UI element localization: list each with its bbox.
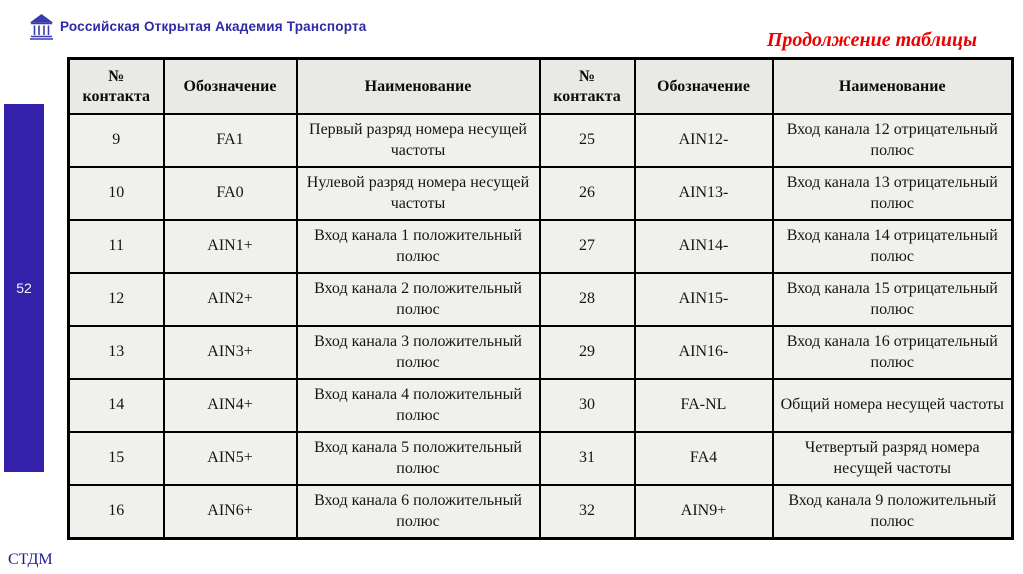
description-cell: Вход канала 4 положительный полюс <box>295 378 541 433</box>
footer-label: СТДМ <box>8 551 53 568</box>
description-cell: Вход канала 15 отрицательный полюс <box>771 272 1014 327</box>
description-cell: Вход канала 1 положительный полюс <box>295 219 541 274</box>
header-description-left: Наименование <box>295 57 541 115</box>
description-cell: Вход канала 3 положительный полюс <box>295 325 541 380</box>
contact-number-cell: 30 <box>538 378 636 433</box>
table-row: 15 AIN5+ Вход канала 5 положительный полюс… <box>67 431 1014 486</box>
table-row: 9 FA1 Первый разряд номера несущей частоты… <box>67 113 1014 168</box>
contact-number-cell: 14 <box>67 378 165 433</box>
pin-table-body: 9 FA1 Первый разряд номера несущей частоты… <box>67 113 1014 540</box>
contact-number-cell: 29 <box>538 325 636 380</box>
contact-number-cell: 32 <box>538 484 636 540</box>
contact-number-cell: 10 <box>67 166 165 221</box>
table-header: № контакта Обозначение Наименование № ко… <box>67 57 1014 115</box>
table-continuation-label: Продолжение таблицы <box>766 29 977 51</box>
designation-cell: AIN1+ <box>162 219 298 274</box>
designation-cell: FA0 <box>162 166 298 221</box>
description-cell: Вход канала 12 отрицательный полюс <box>771 113 1014 168</box>
description-cell: Вход канала 2 положительный полюс <box>295 272 541 327</box>
contact-number-cell: 12 <box>67 272 165 327</box>
designation-cell: AIN5+ <box>162 431 298 486</box>
contact-number-cell: 16 <box>67 484 165 540</box>
description-cell: Вход канала 13 отрицательный полюс <box>771 166 1014 221</box>
description-cell: Вход канала 9 положительный полюс <box>771 484 1014 540</box>
table-row: 12 AIN2+ Вход канала 2 положительный полюс… <box>67 272 1014 327</box>
table-row: 11 AIN1+ Вход канала 1 положительный полюс… <box>67 219 1014 274</box>
contact-number-cell: 27 <box>538 219 636 274</box>
contact-number-cell: 25 <box>538 113 636 168</box>
description-cell: Первый разряд номера несущей частоты <box>295 113 541 168</box>
designation-cell: FA4 <box>633 431 774 486</box>
logo-text: Российская Открытая Академия Транспорта <box>60 19 367 34</box>
header-contact-number-right: № контакта <box>538 57 636 115</box>
description-cell: Вход канала 6 положительный полюс <box>295 484 541 540</box>
designation-cell: AIN14- <box>633 219 774 274</box>
connector-pin-table: № контакта Обозначение Наименование № ко… <box>67 57 1014 540</box>
page-number: 52 <box>16 280 32 296</box>
description-cell: Нулевой разряд номера несущей частоты <box>295 166 541 221</box>
contact-number-cell: 11 <box>67 219 165 274</box>
designation-cell: AIN4+ <box>162 378 298 433</box>
header-description-right: Наименование <box>771 57 1014 115</box>
table-row: 16 AIN6+ Вход канала 6 положительный полюс… <box>67 484 1014 540</box>
contact-number-cell: 9 <box>67 113 165 168</box>
contact-number-cell: 13 <box>67 325 165 380</box>
header-contact-number-left: № контакта <box>67 57 165 115</box>
page-number-bar: 52 <box>4 104 44 472</box>
designation-cell: AIN6+ <box>162 484 298 540</box>
table-row: 10 FA0 Нулевой разряд номера несущей часто… <box>67 166 1014 221</box>
contact-number-cell: 31 <box>538 431 636 486</box>
academy-logo: Российская Открытая Академия Транспорта <box>30 13 367 40</box>
designation-cell: FA1 <box>162 113 298 168</box>
designation-cell: AIN2+ <box>162 272 298 327</box>
designation-cell: AIN13- <box>633 166 774 221</box>
designation-cell: AIN12- <box>633 113 774 168</box>
designation-cell: FA-NL <box>633 378 774 433</box>
designation-cell: AIN3+ <box>162 325 298 380</box>
designation-cell: AIN16- <box>633 325 774 380</box>
description-cell: Вход канала 5 положительный полюс <box>295 431 541 486</box>
header-designation-left: Обозначение <box>162 57 298 115</box>
table-row: 14 AIN4+ Вход канала 4 положительный полюс… <box>67 378 1014 433</box>
header-designation-right: Обозначение <box>633 57 774 115</box>
contact-number-cell: 26 <box>538 166 636 221</box>
designation-cell: AIN9+ <box>633 484 774 540</box>
contact-number-cell: 15 <box>67 431 165 486</box>
description-cell: Вход канала 16 отрицательный полюс <box>771 325 1014 380</box>
contact-number-cell: 28 <box>538 272 636 327</box>
academy-building-icon <box>30 14 53 40</box>
table-row: 13 AIN3+ Вход канала 3 положительный полюс… <box>67 325 1014 380</box>
designation-cell: AIN15- <box>633 272 774 327</box>
description-cell: Общий номера несущей частоты <box>771 378 1014 433</box>
description-cell: Четвертый разряд номера несущей частоты <box>771 431 1014 486</box>
table-header-row: № контакта Обозначение Наименование № ко… <box>67 57 1014 115</box>
description-cell: Вход канала 14 отрицательный полюс <box>771 219 1014 274</box>
